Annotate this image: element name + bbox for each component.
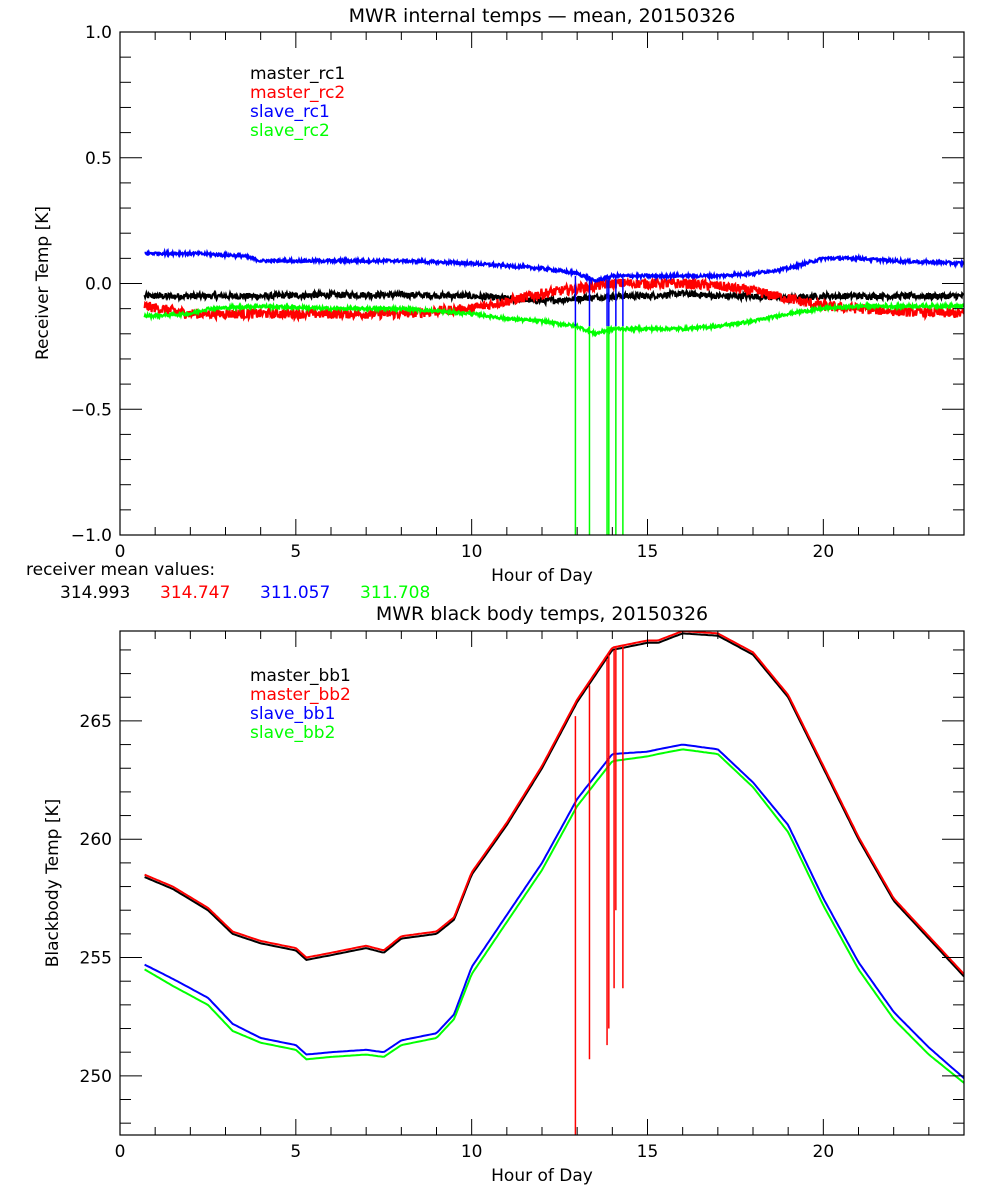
receiver-temps-chart: MWR internal temps — mean, 20150326 Hour… [26, 5, 965, 603]
y-tick-label: 0.0 [85, 275, 112, 295]
x-tick-label: 10 [461, 542, 483, 562]
series-line-slave_rc1 [144, 247, 964, 286]
series-line-master_bb1 [144, 632, 964, 978]
axes: 0 5 10 15 20 −1.0 −0.5 0.0 0.5 1.0 [71, 23, 965, 562]
y-tick-label: 250 [80, 1067, 112, 1087]
legend-entry-slave_bb2: slave_bb2 [250, 723, 335, 743]
y-axis-label: Blackbody Temp [K] [43, 799, 63, 968]
x-tick-label: 20 [813, 1142, 835, 1162]
x-tick-label: 10 [461, 1142, 483, 1162]
chart-title: MWR internal temps — mean, 20150326 [349, 5, 736, 27]
legend-entry-slave_rc1: slave_rc1 [250, 102, 330, 122]
y-tick-label: 260 [80, 830, 112, 850]
receiver-mean-value-4: 311.708 [360, 583, 430, 603]
receiver-mean-value-1: 314.993 [60, 583, 130, 603]
x-tick-label: 0 [115, 542, 126, 562]
x-axis-label: Hour of Day [491, 566, 593, 586]
y-tick-label: 0.5 [85, 149, 112, 169]
y-axis-label: Receiver Temp [K] [33, 206, 53, 360]
x-tick-label: 5 [290, 542, 301, 562]
y-tick-label: −0.5 [71, 400, 112, 420]
legend-entry-master_rc2: master_rc2 [250, 83, 345, 103]
y-tick-label: 255 [80, 949, 112, 969]
legend-entry-slave_bb1: slave_bb1 [250, 704, 335, 724]
y-tick-label: 1.0 [85, 23, 112, 43]
x-tick-label: 15 [637, 542, 659, 562]
axes-frame [119, 31, 965, 536]
y-tick-label: −1.0 [71, 526, 112, 546]
x-axis-label: Hour of Day [491, 1166, 593, 1186]
x-tick-label: 15 [637, 1142, 659, 1162]
y-tick-label: 265 [80, 712, 112, 732]
series-line-slave_rc2 [143, 300, 964, 338]
legend-entry-master_bb1: master_bb1 [250, 666, 351, 686]
x-tick-label: 5 [290, 1142, 301, 1162]
receiver-mean-value-2: 314.747 [160, 583, 230, 603]
series-line-slave_bb1 [144, 743, 964, 1079]
blackbody-temps-chart: MWR black body temps, 20150326 Hour of D… [43, 603, 965, 1186]
axes-frame [119, 630, 965, 1136]
legend-entry-master_rc1: master_rc1 [250, 64, 345, 84]
series-line-master_rc1 [143, 287, 964, 308]
plot-area [144, 631, 964, 1135]
x-tick-label: 20 [813, 542, 835, 562]
legend-entry-slave_rc2: slave_rc2 [250, 121, 330, 141]
chart-title: MWR black body temps, 20150326 [376, 603, 708, 625]
axes: 0 5 10 15 20 250 255 260 265 [80, 630, 965, 1162]
series-line-master_bb2 [144, 631, 964, 975]
legend-entry-master_bb2: master_bb2 [250, 685, 351, 705]
receiver-mean-value-3: 311.057 [260, 583, 330, 603]
plot-area [143, 247, 964, 535]
receiver-mean-label: receiver mean values: [26, 560, 215, 580]
x-tick-label: 0 [115, 1142, 126, 1162]
series-line-slave_bb2 [144, 748, 964, 1084]
